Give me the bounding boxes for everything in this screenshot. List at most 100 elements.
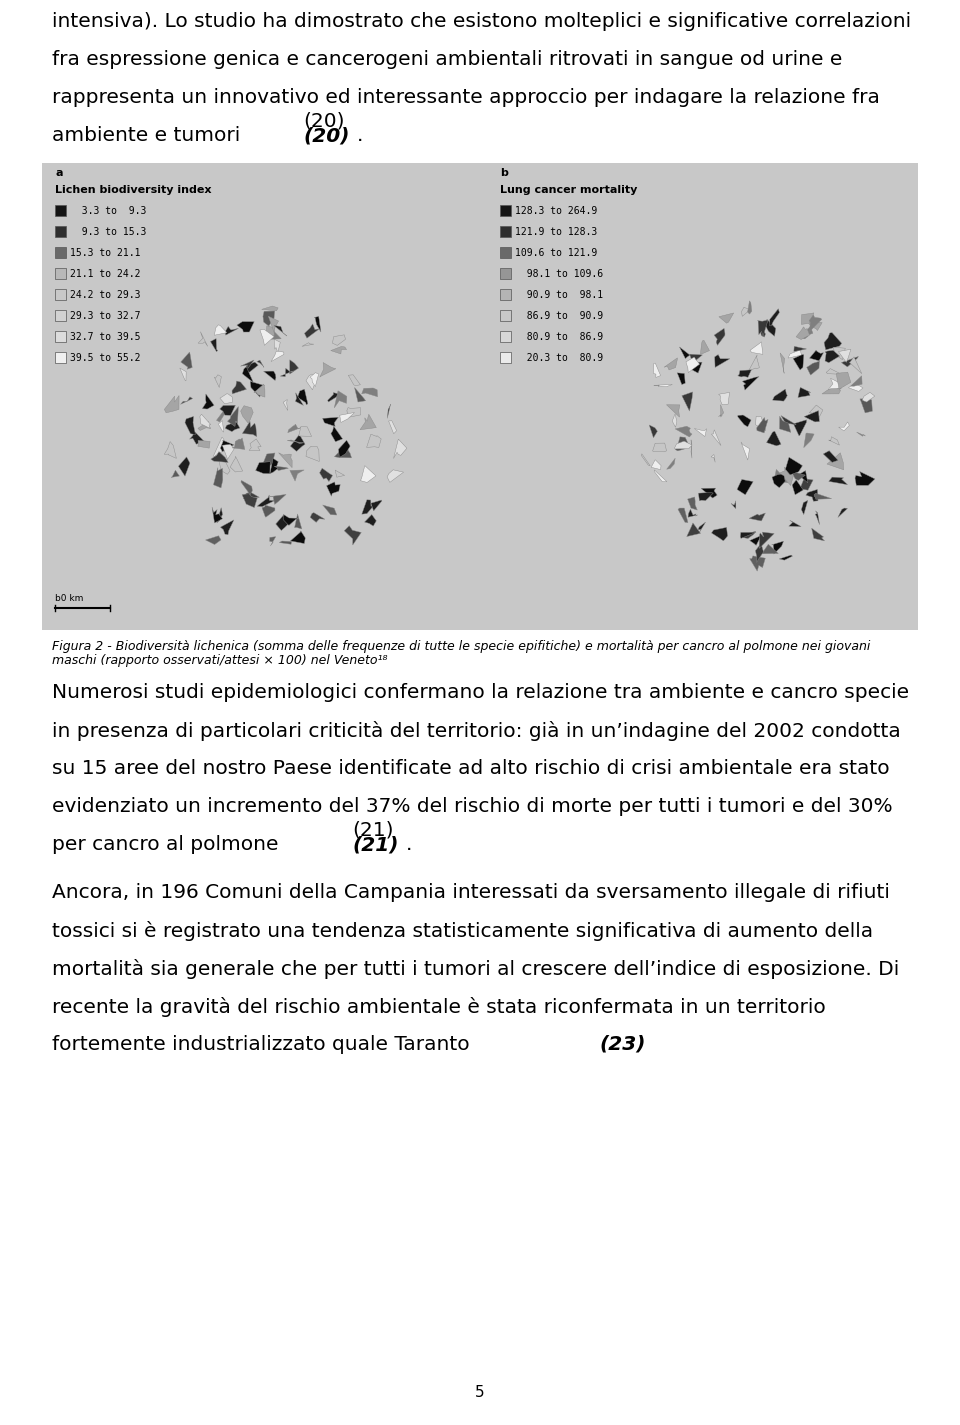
Polygon shape [267, 326, 281, 339]
Polygon shape [811, 529, 825, 542]
Polygon shape [651, 460, 661, 470]
Polygon shape [741, 308, 751, 316]
Polygon shape [211, 452, 228, 463]
Polygon shape [808, 321, 822, 331]
Polygon shape [200, 415, 211, 429]
Text: .: . [357, 125, 363, 145]
Text: 80.9 to  86.9: 80.9 to 86.9 [515, 332, 603, 342]
Polygon shape [836, 372, 851, 389]
Polygon shape [299, 426, 312, 436]
Polygon shape [862, 392, 875, 402]
Text: 121.9 to 128.3: 121.9 to 128.3 [515, 227, 597, 237]
Polygon shape [841, 356, 858, 366]
Polygon shape [838, 509, 848, 517]
Polygon shape [264, 370, 276, 380]
Text: recente la gravità del rischio ambientale è stata riconfermata in un territorio: recente la gravità del rischio ambiental… [52, 997, 826, 1017]
Text: Numerosi studi epidemiologici confermano la relazione tra ambiente e cancro spec: Numerosi studi epidemiologici confermano… [52, 683, 909, 703]
Text: 128.3 to 264.9: 128.3 to 264.9 [515, 207, 597, 217]
Polygon shape [365, 514, 376, 526]
Polygon shape [828, 378, 845, 389]
Polygon shape [332, 335, 346, 345]
Polygon shape [850, 356, 862, 373]
Polygon shape [213, 467, 223, 487]
Polygon shape [185, 416, 196, 435]
Polygon shape [237, 322, 254, 332]
Polygon shape [718, 405, 724, 418]
Polygon shape [772, 475, 785, 487]
Polygon shape [334, 446, 351, 457]
Polygon shape [773, 389, 787, 400]
Polygon shape [261, 453, 275, 469]
Text: 24.2 to 29.3: 24.2 to 29.3 [70, 291, 140, 301]
Polygon shape [198, 440, 210, 447]
Polygon shape [331, 426, 343, 442]
Polygon shape [719, 392, 730, 405]
Bar [500, 331, 511, 342]
Polygon shape [164, 442, 177, 459]
Polygon shape [221, 440, 234, 452]
Polygon shape [345, 526, 361, 544]
Polygon shape [664, 358, 678, 370]
Polygon shape [780, 467, 793, 486]
Polygon shape [228, 406, 238, 426]
Polygon shape [354, 388, 366, 402]
Polygon shape [750, 556, 765, 571]
Polygon shape [260, 329, 275, 345]
Text: fortemente industrializzato quale Taranto: fortemente industrializzato quale Tarant… [52, 1035, 476, 1054]
Polygon shape [270, 494, 286, 504]
Polygon shape [675, 442, 692, 449]
Text: in presenza di particolari criticità del territorio: già in un’indagine del 2002: in presenza di particolari criticità del… [52, 721, 900, 741]
Polygon shape [757, 321, 768, 336]
Polygon shape [290, 359, 299, 373]
Polygon shape [856, 432, 865, 436]
Polygon shape [756, 418, 768, 433]
Text: mortalità sia generale che per tutti i tumori al crescere dell’indice di esposiz: mortalità sia generale che per tutti i t… [52, 959, 900, 979]
Polygon shape [217, 409, 226, 422]
Text: 109.6 to 121.9: 109.6 to 121.9 [515, 248, 597, 258]
Polygon shape [164, 396, 180, 413]
Polygon shape [793, 355, 804, 370]
Polygon shape [274, 466, 288, 470]
Text: Lichen biodiversity index: Lichen biodiversity index [55, 185, 211, 195]
Polygon shape [242, 493, 257, 507]
Text: per cancro al polmone: per cancro al polmone [52, 835, 285, 854]
Polygon shape [213, 437, 227, 456]
Polygon shape [223, 445, 234, 462]
Polygon shape [758, 322, 765, 338]
Polygon shape [268, 316, 278, 333]
Polygon shape [389, 420, 396, 433]
Text: su 15 aree del nostro Paese identificate ad alto rischio di crisi ambientale era: su 15 aree del nostro Paese identificate… [52, 760, 890, 778]
Bar [55, 227, 66, 237]
Polygon shape [765, 319, 776, 336]
Polygon shape [180, 368, 186, 380]
Polygon shape [855, 472, 875, 486]
Polygon shape [649, 425, 658, 437]
Bar [55, 352, 66, 363]
Polygon shape [275, 339, 280, 352]
Polygon shape [253, 385, 265, 398]
Polygon shape [287, 440, 304, 443]
Polygon shape [675, 426, 692, 437]
Polygon shape [271, 351, 284, 362]
Polygon shape [711, 527, 728, 542]
Polygon shape [320, 469, 332, 482]
Polygon shape [283, 514, 299, 526]
Polygon shape [220, 405, 235, 415]
Polygon shape [288, 425, 300, 433]
Polygon shape [291, 532, 305, 543]
Polygon shape [214, 375, 222, 388]
Polygon shape [682, 392, 692, 410]
Polygon shape [794, 346, 806, 352]
Polygon shape [838, 349, 851, 362]
Polygon shape [314, 316, 321, 332]
Bar [500, 289, 511, 301]
Text: b0 km: b0 km [55, 594, 84, 603]
Polygon shape [809, 315, 822, 332]
Polygon shape [387, 470, 403, 483]
Polygon shape [802, 314, 814, 325]
Polygon shape [677, 373, 685, 385]
Polygon shape [756, 543, 763, 563]
Bar [500, 311, 511, 321]
Polygon shape [770, 309, 780, 326]
Polygon shape [738, 415, 751, 427]
